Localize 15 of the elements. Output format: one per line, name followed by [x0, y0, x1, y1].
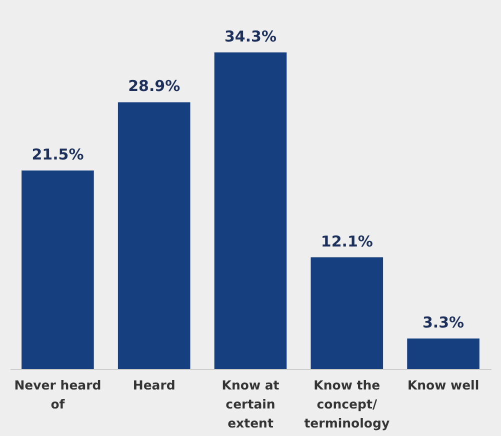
x-tick-label: Know at certain extent	[222, 378, 280, 430]
x-tick-label: Never heard of	[14, 378, 102, 412]
bar	[22, 170, 94, 369]
bar	[118, 102, 190, 369]
x-tick-label: Heard	[132, 378, 176, 392]
data-label: 28.9%	[128, 77, 180, 96]
data-label: 3.3%	[422, 314, 464, 332]
x-tick-label: Know well	[407, 378, 480, 392]
bar	[407, 338, 480, 369]
data-label: 34.3%	[224, 27, 277, 46]
bar	[214, 52, 287, 369]
x-tick-label: Know the concept/ terminology	[304, 378, 390, 430]
data-label: 12.1%	[320, 232, 373, 250]
data-label: 21.5%	[32, 146, 84, 164]
bar	[310, 257, 384, 369]
